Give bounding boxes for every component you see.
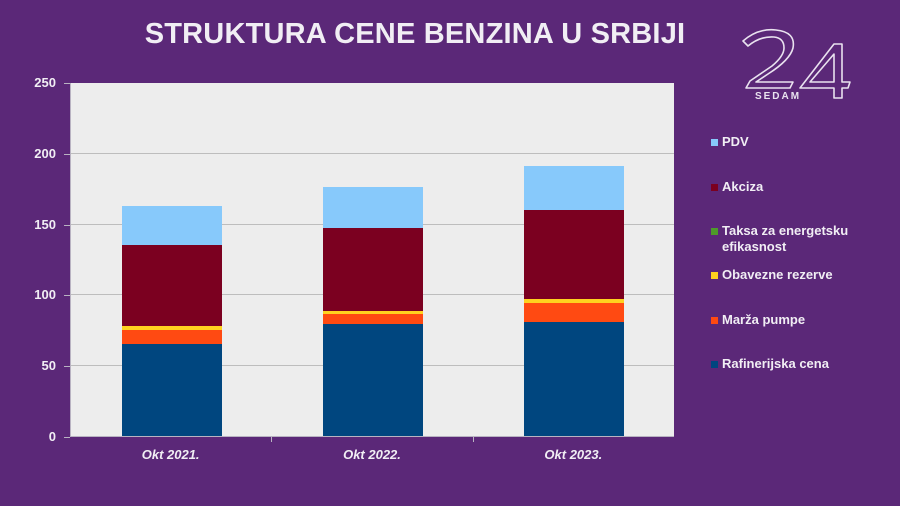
- legend-swatch-icon: [711, 184, 718, 191]
- legend-label: Taksa za energetsku efikasnost: [722, 223, 849, 254]
- legend-item-marza[interactable]: Marža pumpe: [711, 312, 891, 328]
- y-tick-label: 100: [34, 287, 56, 303]
- bar-segment-marza[interactable]: [323, 314, 423, 325]
- bar-stack[interactable]: [323, 186, 423, 436]
- legend-label: Obavezne rezerve: [722, 267, 833, 282]
- y-tick-mark: [64, 295, 70, 297]
- x-tick-mark: [271, 437, 273, 442]
- legend-swatch-icon: [711, 361, 718, 368]
- x-tick-label: Okt 2023.: [544, 447, 603, 462]
- legend-label: Rafinerijska cena: [722, 356, 829, 371]
- x-tick-label: Okt 2022.: [343, 447, 401, 462]
- x-tick-label: Okt 2021.: [141, 447, 200, 462]
- y-tick-label: 200: [34, 145, 56, 161]
- legend-label: PDV: [722, 134, 749, 149]
- bar-segment-obavezne[interactable]: [524, 298, 625, 303]
- bar-stack[interactable]: [524, 165, 625, 436]
- chart-title: STRUKTURA CENE BENZINA U SRBIJI: [144, 18, 686, 50]
- legend-item-rafinerijska[interactable]: Rafinerijska cena: [711, 356, 891, 372]
- legend-item-obavezne[interactable]: Obavezne rezerve: [711, 267, 891, 283]
- legend-swatch-icon: [711, 139, 718, 146]
- y-tick-mark: [64, 83, 70, 84]
- y-tick-mark: [64, 366, 70, 368]
- y-tick-mark: [64, 224, 70, 226]
- bar-stack[interactable]: [121, 205, 222, 436]
- gridline: [71, 152, 674, 154]
- bar-segment-akciza[interactable]: [524, 209, 625, 299]
- bar-segment-rafinerijska[interactable]: [524, 322, 625, 436]
- y-tick-label: 250: [34, 75, 56, 90]
- legend-item-taksa[interactable]: Taksa za energetsku efikasnost: [711, 223, 891, 255]
- legend-label: Marža pumpe: [722, 312, 806, 327]
- sedam24-logo: SEDAM: [742, 28, 851, 101]
- bar-segment-rafinerijska[interactable]: [323, 324, 423, 436]
- bar-segment-akciza[interactable]: [121, 244, 222, 326]
- y-tick-mark: [64, 437, 70, 438]
- legend-item-akciza[interactable]: Akciza: [711, 179, 891, 195]
- legend-label: Akciza: [722, 179, 764, 194]
- x-tick-mark: [472, 437, 474, 442]
- plot-area: [70, 83, 674, 437]
- y-tick-label: 50: [41, 358, 56, 374]
- bar-segment-rafinerijska[interactable]: [121, 343, 222, 436]
- bar-segment-pdv[interactable]: [323, 186, 423, 228]
- y-tick-label: 150: [34, 216, 56, 232]
- bar-segment-obavezne[interactable]: [323, 311, 423, 314]
- bar-segment-pdv[interactable]: [524, 165, 625, 210]
- y-tick-mark: [64, 153, 70, 155]
- legend-swatch-icon: [711, 228, 718, 235]
- bar-segment-pdv[interactable]: [121, 205, 222, 245]
- bar-segment-obavezne[interactable]: [121, 326, 222, 330]
- svg-text:SEDAM: SEDAM: [755, 91, 801, 101]
- y-tick-label: 0: [48, 429, 56, 444]
- bar-segment-marza[interactable]: [121, 329, 222, 344]
- legend-swatch-icon: [711, 317, 718, 324]
- legend-item-pdv[interactable]: PDV: [711, 134, 891, 150]
- bar-segment-akciza[interactable]: [323, 227, 423, 312]
- legend-swatch-icon: [711, 272, 718, 279]
- bar-segment-marza[interactable]: [524, 302, 625, 323]
